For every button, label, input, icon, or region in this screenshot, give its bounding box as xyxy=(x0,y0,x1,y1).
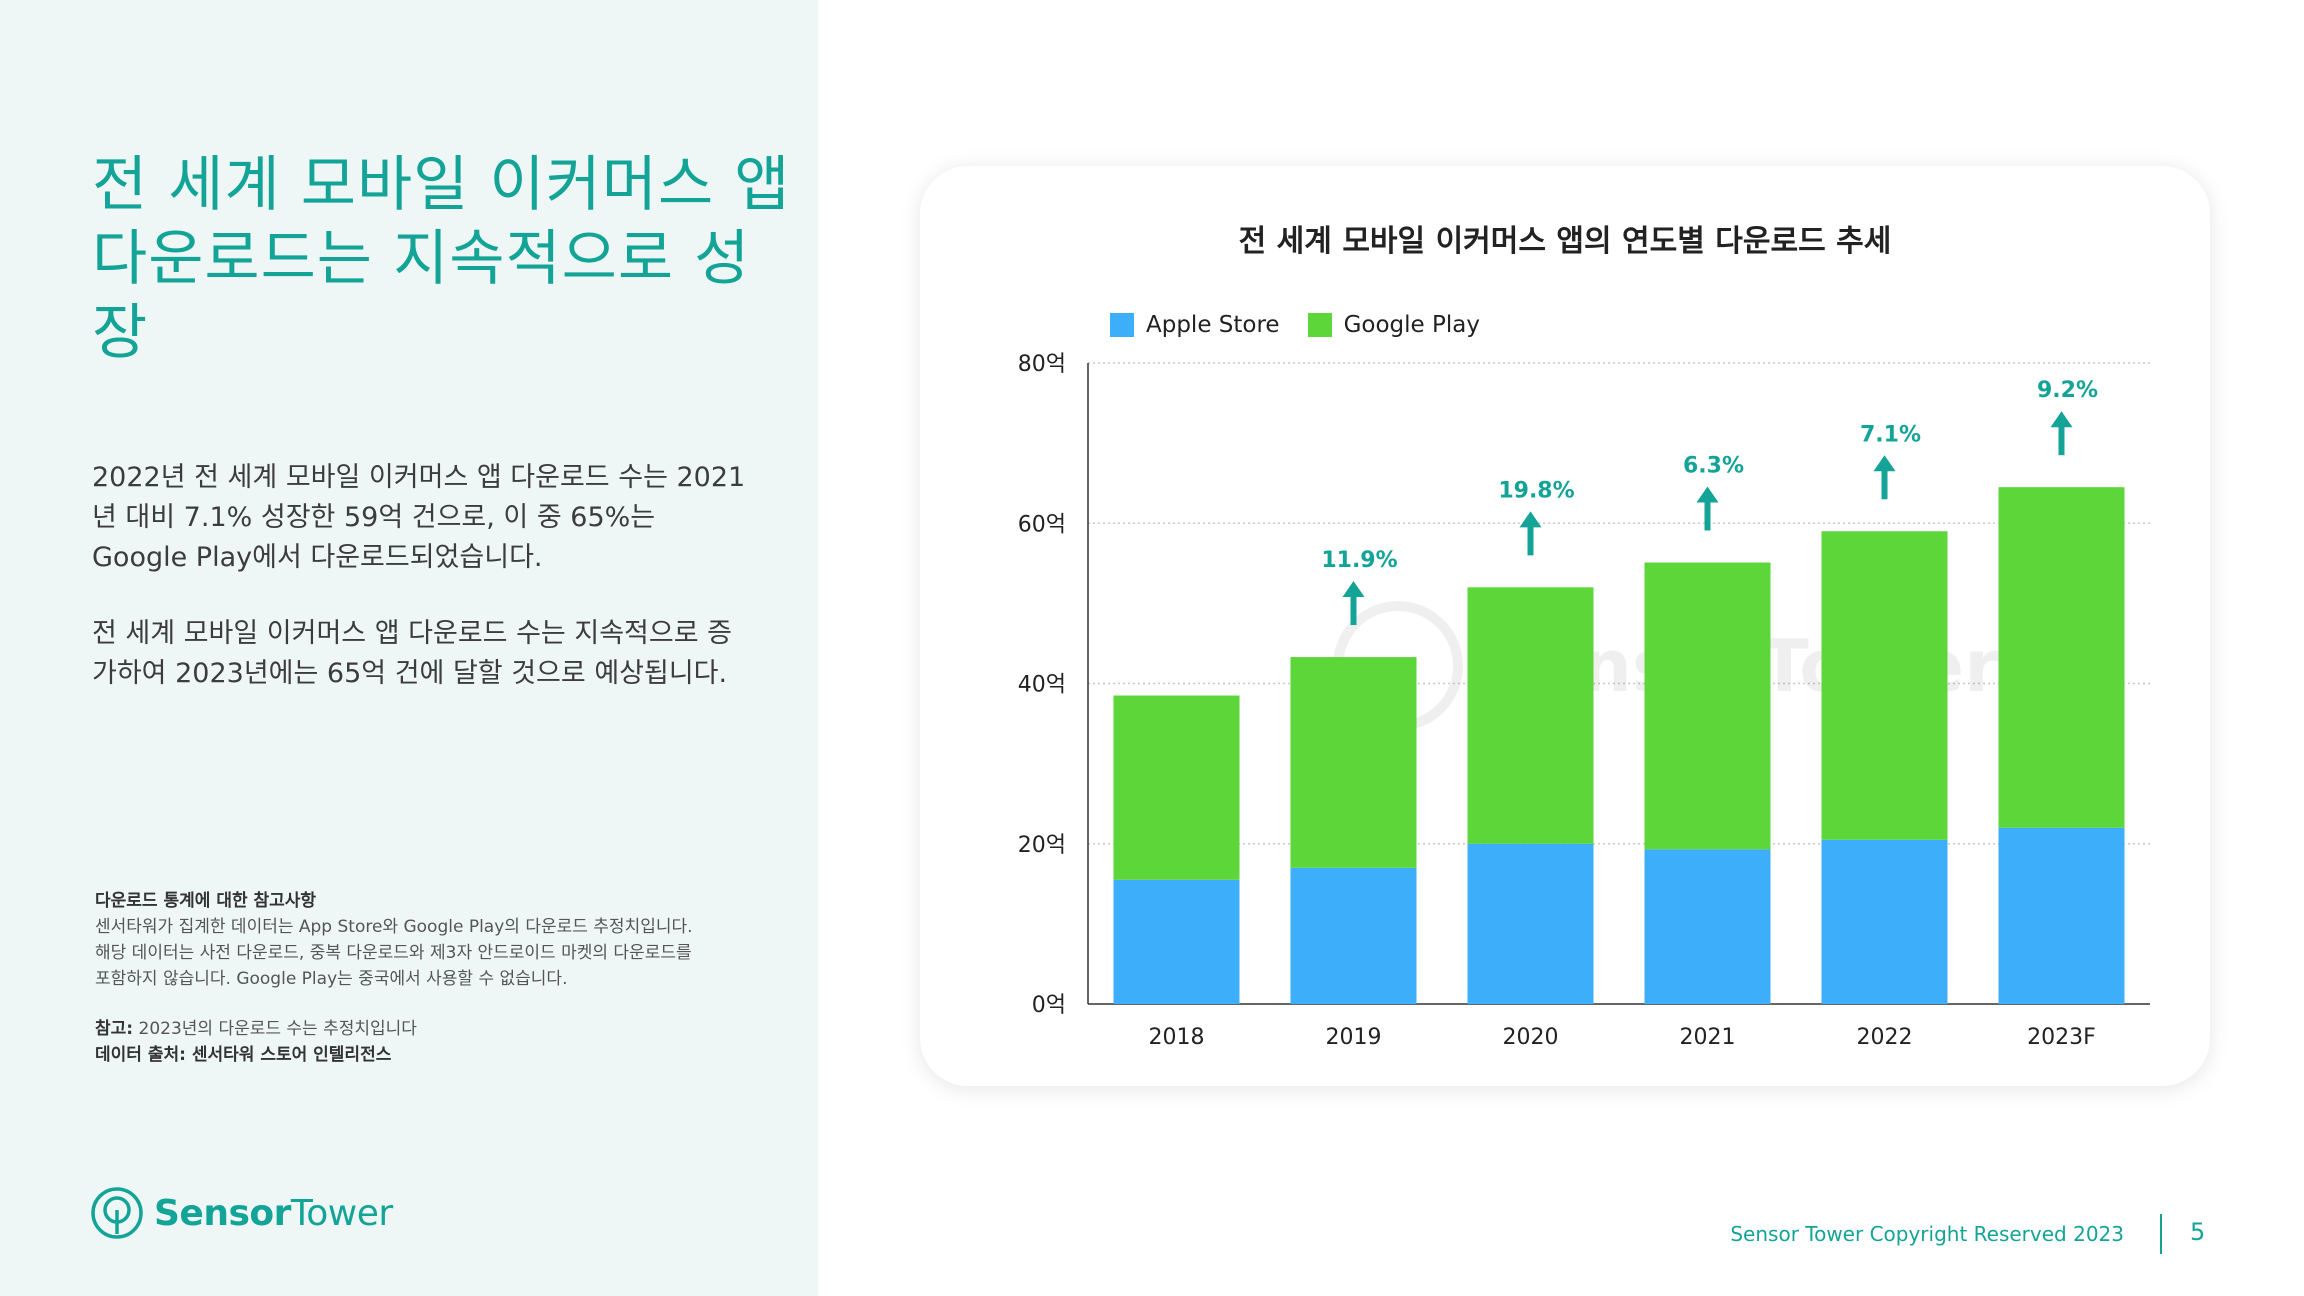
growth-arrow-head xyxy=(2050,411,2073,428)
sensor-tower-logo-icon xyxy=(91,1187,143,1239)
bar-apple-store xyxy=(1290,867,1417,1004)
legend-swatch-google-play xyxy=(1307,313,1332,337)
y-tick-label: 20억 xyxy=(1018,833,1066,858)
y-tick-label: 0억 xyxy=(1032,993,1066,1018)
bar-google-play xyxy=(1821,531,1948,840)
footer-copyright: Sensor Tower Copyright Reserved 2023 xyxy=(1730,1222,2124,1246)
x-tick-label: 2018 xyxy=(1149,1025,1205,1050)
bar-google-play xyxy=(1113,695,1240,880)
x-tick-label: 2019 xyxy=(1326,1025,1382,1050)
growth-label: 7.1% xyxy=(1860,422,1921,447)
note-text: 2023년의 다운로드 수는 추정치입니다 xyxy=(133,1019,417,1039)
x-tick-label: 2023F xyxy=(2027,1025,2096,1050)
notes-line-3: 포함하지 않습니다. Google Play는 중국에서 사용할 수 없습니다. xyxy=(95,969,568,989)
bar-google-play xyxy=(1644,562,1771,850)
footer-divider xyxy=(2160,1214,2162,1254)
legend-label-apple-store: Apple Store xyxy=(1146,312,1280,338)
page-number: 5 xyxy=(2190,1218,2206,1246)
growth-label: 6.3% xyxy=(1683,454,1744,479)
legend-swatch-apple-store xyxy=(1110,313,1134,337)
growth-arrow-head xyxy=(1342,581,1365,598)
left-panel: 전 세계 모바일 이커머스 앱 다운로드는 지속적으로 성장 2022년 전 세… xyxy=(0,0,818,1296)
x-tick-label: 2021 xyxy=(1680,1025,1736,1050)
bar-apple-store xyxy=(1644,849,1771,1004)
note-estimate: 참고: 2023년의 다운로드 수는 추정치입니다 xyxy=(95,1016,755,1042)
growth-arrow-head xyxy=(1519,511,1542,528)
data-source: 데이터 출처: 센서타워 스토어 인텔리전스 xyxy=(95,1045,392,1065)
x-tick-label: 2022 xyxy=(1857,1025,1913,1050)
notes-title: 다운로드 통계에 대한 참고사항 xyxy=(95,891,317,911)
notes-block: 다운로드 통계에 대한 참고사항 센서타워가 집계한 데이터는 App Stor… xyxy=(95,888,755,1068)
sensor-tower-logo: SensorTower xyxy=(90,1186,393,1240)
bar-google-play xyxy=(1290,657,1417,868)
bar-apple-store xyxy=(1467,843,1594,1004)
page-title-line2: 다운로드는 지속적으로 성장 xyxy=(92,224,751,368)
page-title: 전 세계 모바일 이커머스 앱 다운로드는 지속적으로 성장 xyxy=(92,148,792,370)
notes-line-2: 해당 데이터는 사전 다운로드, 중복 다운로드와 제3자 안드로이드 마켓의 … xyxy=(95,943,692,963)
bar-google-play xyxy=(1467,587,1594,844)
bar-apple-store xyxy=(1821,839,1948,1004)
summary-paragraph-1: 2022년 전 세계 모바일 이커머스 앱 다운로드 수는 2021년 대비 7… xyxy=(92,462,746,573)
bar-chart: 0억20억40억60억80억SensorTower2018201911.9%20… xyxy=(1018,352,2150,1050)
growth-label: 9.2% xyxy=(2037,378,2098,403)
page-title-line1: 전 세계 모바일 이커머스 앱 xyxy=(92,150,791,220)
growth-arrow-head xyxy=(1873,455,1896,472)
legend-item-google-play: Google Play xyxy=(1307,312,1480,338)
chart-card: 전 세계 모바일 이커머스 앱의 연도별 다운로드 추세 Apple Store… xyxy=(920,166,2210,1086)
growth-label: 19.8% xyxy=(1498,478,1574,503)
growth-arrow-head xyxy=(1696,486,1719,503)
legend-label-google-play: Google Play xyxy=(1343,312,1480,338)
y-tick-label: 40억 xyxy=(1018,673,1066,698)
logo-word-tower: Tower xyxy=(290,1192,393,1234)
bar-google-play xyxy=(1998,487,2125,828)
x-tick-label: 2020 xyxy=(1503,1025,1559,1050)
notes-line-1: 센서타워가 집계한 데이터는 App Store와 Google Play의 다… xyxy=(95,917,693,937)
bar-apple-store xyxy=(1113,879,1240,1004)
logo-wordmark: SensorTower xyxy=(154,1193,393,1234)
legend-item-apple-store: Apple Store xyxy=(1110,312,1280,338)
logo-word-sensor: Sensor xyxy=(154,1192,291,1234)
bar-apple-store xyxy=(1998,827,2125,1004)
y-tick-label: 80억 xyxy=(1018,352,1066,377)
growth-label: 11.9% xyxy=(1321,548,1397,573)
chart-legend: Apple Store Google Play xyxy=(1110,312,1508,338)
chart-title: 전 세계 모바일 이커머스 앱의 연도별 다운로드 추세 xyxy=(1238,224,1892,259)
note-label: 참고: xyxy=(95,1019,134,1039)
y-tick-label: 60억 xyxy=(1018,512,1066,537)
summary-paragraph-2: 전 세계 모바일 이커머스 앱 다운로드 수는 지속적으로 증가하여 2023년… xyxy=(92,618,732,689)
